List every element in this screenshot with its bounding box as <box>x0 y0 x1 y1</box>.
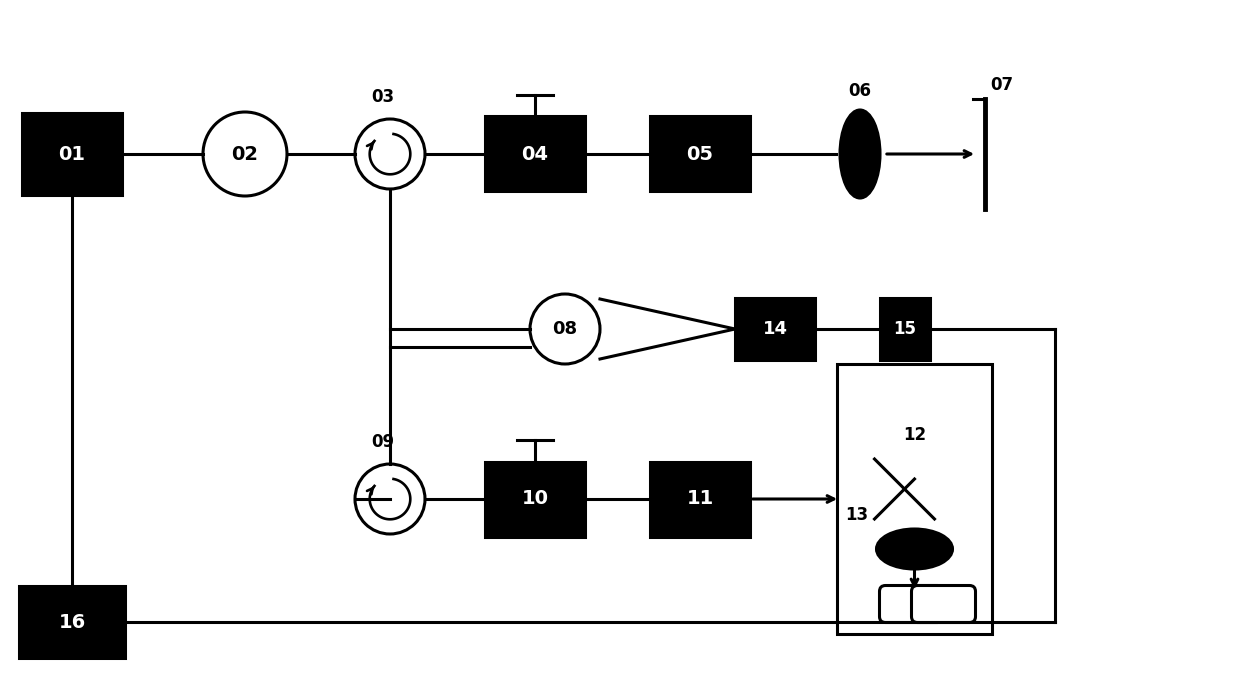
Text: 08: 08 <box>553 320 578 338</box>
Circle shape <box>355 119 425 189</box>
Circle shape <box>203 112 286 196</box>
Bar <box>20 586 124 658</box>
Text: 16: 16 <box>58 613 86 632</box>
Text: 06: 06 <box>848 82 872 100</box>
Text: 07: 07 <box>990 76 1013 94</box>
Text: 03: 03 <box>372 88 394 106</box>
Ellipse shape <box>877 529 952 569</box>
Text: 14: 14 <box>763 320 787 338</box>
Text: 12: 12 <box>903 426 926 444</box>
Bar <box>837 364 992 634</box>
Bar <box>880 298 930 360</box>
Circle shape <box>355 464 425 534</box>
Bar <box>22 113 122 195</box>
Text: 13: 13 <box>846 506 868 524</box>
Text: 01: 01 <box>58 144 86 164</box>
Bar <box>650 462 750 536</box>
Ellipse shape <box>839 110 880 198</box>
Text: 04: 04 <box>522 144 548 164</box>
FancyBboxPatch shape <box>911 586 976 623</box>
Text: 05: 05 <box>687 144 713 164</box>
Bar <box>485 462 585 536</box>
Text: 10: 10 <box>522 489 548 509</box>
Bar <box>485 117 585 192</box>
Text: 15: 15 <box>894 320 916 338</box>
Text: 11: 11 <box>687 489 714 509</box>
Text: 09: 09 <box>372 433 394 451</box>
Bar <box>650 117 750 192</box>
Bar <box>735 298 815 360</box>
Circle shape <box>529 294 600 364</box>
FancyBboxPatch shape <box>879 586 944 623</box>
Text: 02: 02 <box>232 144 258 164</box>
